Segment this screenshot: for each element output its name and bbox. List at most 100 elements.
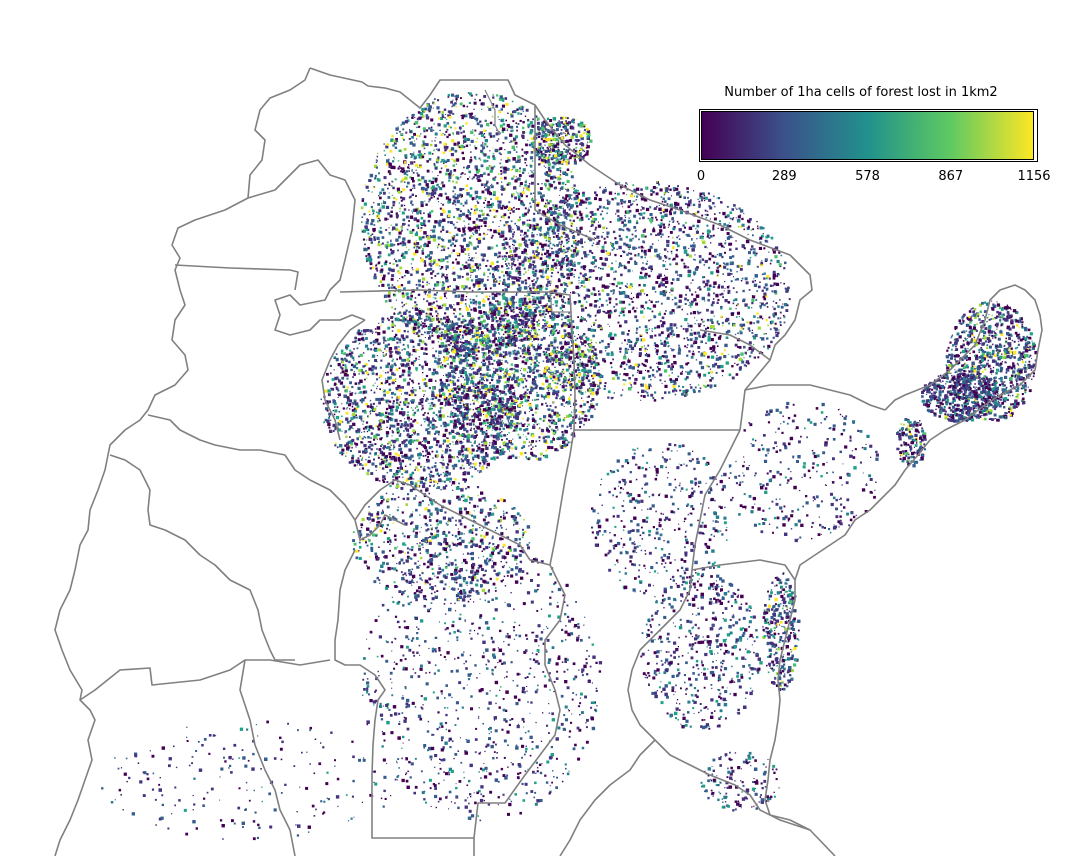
forest-loss-cell: [692, 271, 697, 275]
forest-loss-cell: [693, 242, 695, 244]
forest-loss-cell: [626, 253, 629, 256]
forest-loss-cell: [484, 183, 488, 187]
forest-loss-cell: [499, 220, 502, 222]
forest-loss-cell: [582, 267, 585, 270]
forest-loss-cell: [426, 269, 429, 272]
forest-loss-cell: [558, 261, 561, 264]
forest-loss-cell: [678, 294, 683, 298]
forest-loss-cell: [453, 186, 456, 189]
forest-loss-cell: [640, 346, 644, 349]
forest-loss-cell: [507, 277, 510, 281]
forest-loss-cell: [784, 316, 786, 318]
forest-loss-cell: [489, 272, 491, 275]
forest-loss-cell: [553, 162, 557, 166]
forest-loss-cell: [522, 121, 525, 124]
forest-loss-cell: [509, 263, 511, 265]
forest-loss-cell: [475, 304, 477, 306]
forest-loss-cell: [734, 333, 737, 336]
forest-loss-cell: [389, 172, 392, 176]
forest-loss-cell: [642, 262, 644, 264]
forest-loss-cell: [607, 323, 609, 325]
forest-loss-cell: [564, 211, 569, 216]
forest-loss-cell: [437, 312, 439, 315]
forest-loss-cell: [550, 369, 552, 371]
forest-loss-cell: [556, 244, 559, 247]
forest-loss-cell: [523, 242, 525, 244]
forest-loss-cell: [515, 151, 518, 153]
forest-loss-cell: [503, 166, 507, 171]
forest-loss-cell: [606, 212, 608, 215]
forest-loss-cell: [484, 119, 486, 122]
forest-loss-cell: [648, 274, 651, 278]
forest-loss-cell: [555, 177, 557, 179]
forest-loss-cell: [496, 129, 498, 131]
forest-loss-cell: [628, 200, 632, 204]
forest-loss-cell: [473, 257, 475, 259]
forest-loss-cell: [521, 221, 526, 225]
forest-loss-cell: [745, 366, 747, 368]
forest-loss-cell: [693, 258, 695, 261]
forest-loss-cell: [702, 384, 705, 387]
forest-loss-cell: [453, 121, 456, 124]
forest-loss-cell: [369, 238, 373, 242]
forest-loss-cell: [441, 228, 445, 231]
forest-loss-cell: [397, 285, 401, 289]
forest-loss-cell: [632, 306, 635, 309]
forest-loss-cell: [517, 155, 521, 159]
forest-loss-cell: [446, 334, 449, 337]
forest-loss-cell: [492, 281, 495, 283]
forest-loss-cell: [531, 160, 534, 162]
forest-loss-cell: [405, 270, 409, 274]
forest-loss-cell: [468, 254, 470, 257]
forest-loss-cell: [376, 155, 379, 158]
forest-loss-cell: [654, 376, 656, 378]
forest-loss-cell: [373, 238, 376, 241]
forest-loss-cell: [742, 289, 745, 293]
forest-loss-cell: [469, 194, 473, 198]
forest-loss-cell: [687, 266, 690, 269]
forest-loss-cell: [742, 323, 746, 327]
forest-loss-cell: [548, 169, 551, 172]
forest-loss-cell: [573, 187, 575, 189]
forest-loss-cell: [501, 172, 503, 174]
forest-loss-cell: [368, 236, 371, 238]
forest-loss-cell: [665, 268, 667, 270]
forest-loss-cell: [489, 121, 493, 125]
forest-loss-cell: [483, 271, 486, 274]
forest-loss-cell: [642, 316, 645, 318]
forest-loss-cell: [740, 279, 743, 282]
forest-loss-cell: [584, 253, 588, 257]
forest-loss-cell: [524, 271, 527, 274]
forest-loss-cell: [552, 303, 554, 306]
forest-loss-cell: [453, 142, 457, 146]
forest-loss-cell: [660, 219, 663, 222]
forest-loss-cell: [533, 361, 537, 365]
forest-loss-cell: [402, 237, 406, 241]
forest-loss-cell: [605, 311, 608, 314]
forest-loss-cell: [489, 127, 491, 129]
forest-loss-cell: [619, 217, 623, 221]
forest-loss-cell: [492, 155, 495, 158]
forest-loss-cell: [528, 298, 531, 301]
forest-loss-cell: [427, 294, 431, 298]
forest-loss-cell: [496, 308, 500, 312]
forest-loss-cell: [430, 277, 433, 279]
forest-loss-cell: [427, 268, 430, 272]
forest-loss-cell: [433, 98, 436, 100]
forest-loss-cell: [473, 246, 477, 250]
forest-loss-cell: [761, 289, 764, 292]
forest-loss-cell: [411, 187, 414, 190]
forest-loss-cell: [506, 305, 508, 308]
forest-loss-cell: [538, 209, 541, 212]
forest-loss-cell: [557, 236, 561, 240]
forest-loss-cell: [541, 248, 545, 251]
forest-loss-cell: [717, 274, 719, 276]
forest-loss-cell: [720, 352, 724, 356]
forest-loss-cell: [442, 281, 445, 284]
forest-loss-cell: [547, 218, 551, 223]
forest-loss-cell: [509, 264, 511, 266]
forest-loss-cell: [383, 294, 388, 298]
forest-loss-cell: [727, 301, 731, 304]
forest-loss-cell: [465, 189, 468, 192]
forest-loss-cell: [673, 312, 675, 314]
